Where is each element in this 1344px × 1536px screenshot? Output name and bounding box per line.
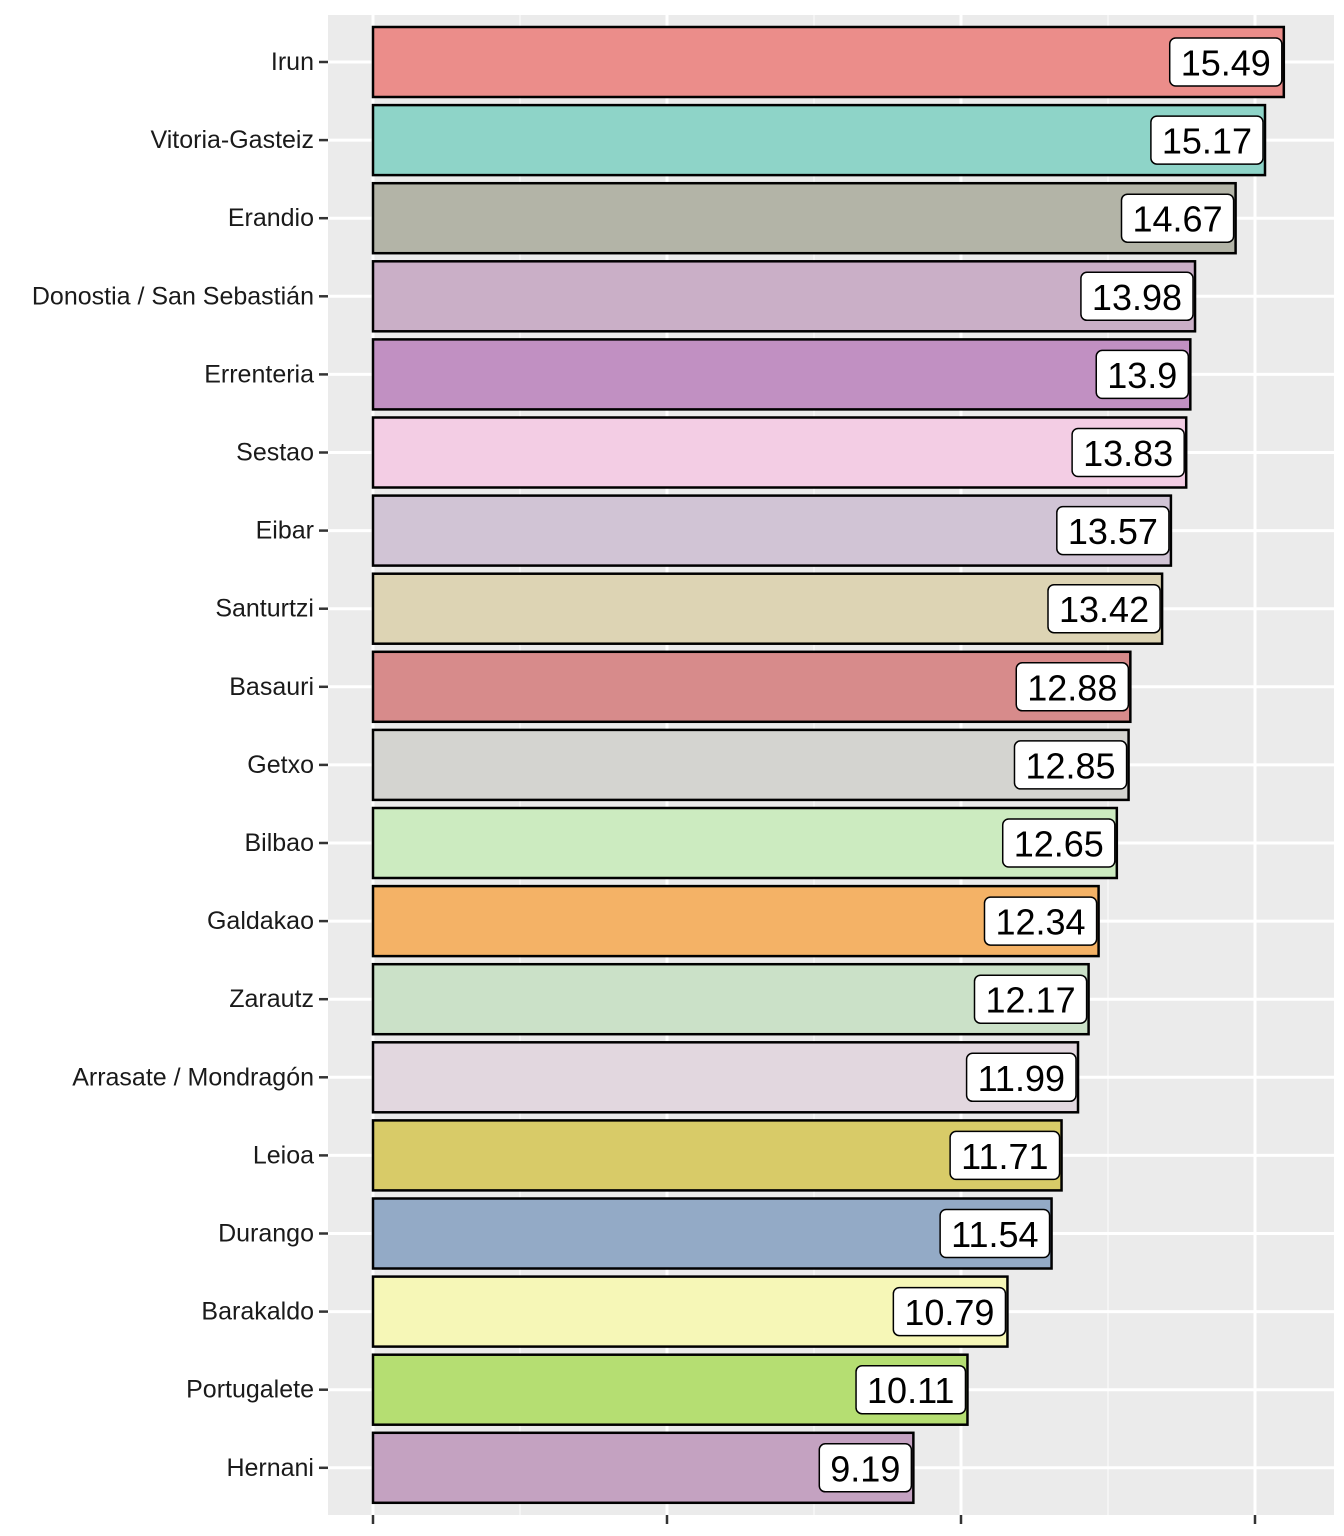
value-label-box (892, 1286, 1007, 1337)
value-label: 12.85 (1025, 745, 1115, 786)
bar (371, 962, 1090, 1036)
bars (371, 25, 1286, 1505)
category-label: Santurtzi (215, 595, 314, 623)
value-label: 15.49 (1181, 43, 1271, 84)
bar (371, 1119, 1063, 1192)
category-label: Irun (271, 48, 314, 76)
value-label-box (1047, 583, 1161, 634)
value-label-box (1095, 349, 1190, 400)
category-label: Bilbao (245, 829, 315, 857)
category-label: Hernani (226, 1454, 314, 1482)
value-label: 12.65 (1014, 824, 1104, 865)
value-label: 10.79 (904, 1292, 994, 1333)
bar (371, 806, 1119, 880)
y-axis: Irun Vitoria-Gasteiz Erandio Donostia / San… (32, 48, 328, 1482)
value-label-box (983, 896, 1098, 946)
x-axis (371, 1515, 1257, 1524)
category-label: Basauri (229, 673, 314, 701)
bar (371, 884, 1100, 958)
value-label-box (855, 1364, 967, 1415)
value-label-box (1015, 662, 1130, 712)
category-label: Donostia / San Sebastián (32, 282, 314, 310)
value-label: 9.19 (830, 1448, 900, 1489)
category-label: Zarautz (229, 985, 314, 1013)
bar (371, 494, 1173, 567)
category-label: Durango (218, 1220, 314, 1248)
value-label-box (1056, 505, 1170, 556)
value-label-box (1080, 271, 1194, 322)
value-label: 13.42 (1059, 589, 1149, 630)
value-label: 13.57 (1068, 511, 1158, 552)
value-label: 11.99 (978, 1058, 1065, 1099)
value-label-box (949, 1130, 1061, 1181)
value-label-box (1120, 193, 1235, 243)
category-label: Arrasate / Mondragón (72, 1063, 314, 1091)
value-label: 13.98 (1092, 277, 1182, 318)
category-label: Barakaldo (201, 1298, 314, 1326)
value-label: 12.88 (1027, 667, 1117, 708)
bar (371, 260, 1197, 333)
bar (371, 1041, 1080, 1114)
bar (371, 650, 1132, 724)
value-label-box (818, 1443, 913, 1493)
category-label: Portugalete (186, 1376, 314, 1404)
value-label: 13.83 (1083, 433, 1173, 474)
value-label: 13.9 (1107, 355, 1177, 396)
category-label: Errenteria (204, 360, 314, 388)
category-label: Galdakao (207, 907, 314, 935)
category-label: Leioa (253, 1141, 314, 1169)
value-label-box (1150, 115, 1264, 165)
value-label-box (1001, 818, 1116, 868)
value-labels: 15.49 15.17 14.67 13.98 13.9 13.83 13.57 13.42 1… (818, 37, 1283, 1493)
value-label-box (965, 1052, 1077, 1103)
bar (371, 1197, 1053, 1270)
bar (371, 572, 1164, 645)
bar (371, 25, 1286, 99)
bar (371, 181, 1237, 255)
bar (371, 103, 1267, 177)
value-label: 12.17 (986, 980, 1076, 1021)
bar (371, 338, 1192, 411)
value-label-box (1168, 37, 1283, 87)
bar (371, 728, 1130, 802)
value-label-box (1071, 427, 1185, 478)
value-label: 11.71 (961, 1136, 1048, 1177)
value-label: 12.34 (995, 902, 1085, 943)
value-label: 14.67 (1133, 199, 1223, 240)
bar (371, 416, 1188, 489)
category-label: Erandio (228, 204, 314, 232)
value-label: 10.11 (867, 1370, 954, 1411)
value-label: 11.54 (951, 1214, 1038, 1255)
category-label: Getxo (247, 751, 314, 779)
value-label-box (939, 1208, 1051, 1259)
value-label-box (973, 974, 1088, 1024)
category-label: Sestao (236, 439, 314, 467)
value-label-box (1013, 740, 1128, 790)
value-label: 15.17 (1162, 121, 1252, 162)
category-label: Eibar (256, 517, 314, 545)
category-label: Vitoria-Gasteiz (151, 126, 315, 154)
